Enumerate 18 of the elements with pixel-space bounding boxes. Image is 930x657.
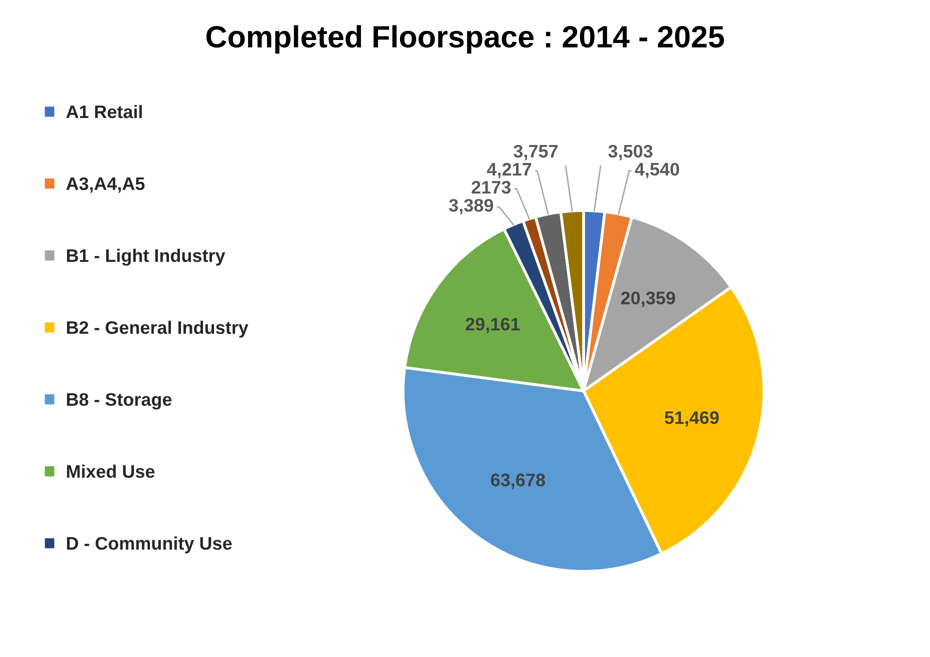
data-label: 3,389 [448,198,494,214]
data-label: 3,757 [514,144,558,160]
legend-label: B8 - Storage [67,393,172,410]
data-label: 63,678 [490,474,545,489]
data-label: 2173 [472,180,511,194]
legend-label: A3,A4,A5 [66,177,145,193]
data-label: 4,540 [634,162,680,178]
legend-label: B2 - General Industry [67,320,248,338]
legend-label: Mixed Use [67,464,155,478]
data-label: 51,469 [664,411,719,427]
chart-title: Completed Floorspace : 2014 - 2025 [206,25,724,54]
data-label: 20,359 [621,292,676,307]
data-label: 3,503 [608,144,652,160]
legend-label: B1 - Light Industry [67,248,226,266]
legend-label: D - Community Use [67,536,232,554]
data-label: 4,217 [487,162,532,178]
legend-label: A1 Retail [66,104,142,118]
data-label: 29,161 [466,318,520,334]
